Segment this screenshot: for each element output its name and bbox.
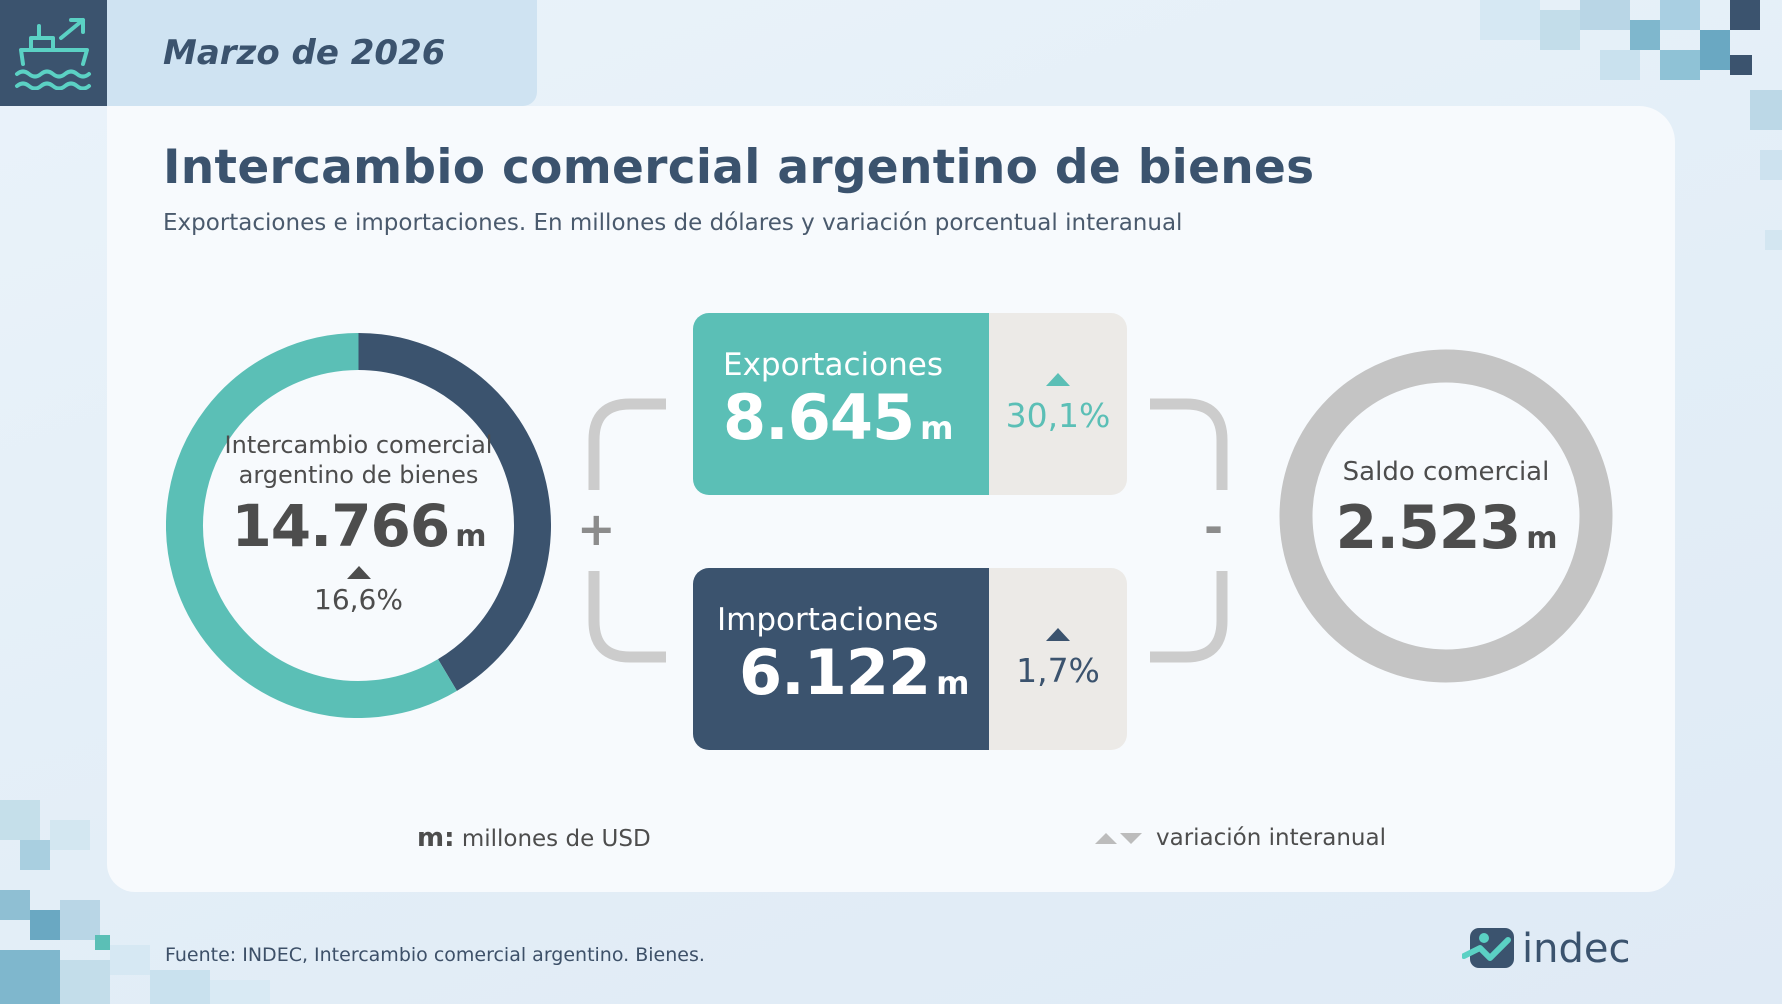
- date-tab: Marzo de 2026: [107, 0, 537, 106]
- page-title: Intercambio comercial argentino de biene…: [163, 140, 1315, 195]
- legend-units: m: millones de USD: [417, 823, 651, 853]
- imports-label: Importaciones: [717, 602, 939, 638]
- total-variation: 16,6%: [314, 582, 403, 616]
- imports-number: 6.122: [739, 636, 931, 709]
- total-trade-donut: [166, 333, 551, 718]
- decorative-pixels-bottom-left: [0, 760, 330, 1004]
- imports-up-arrow-icon: [1046, 628, 1070, 641]
- balance-ring: [1279, 349, 1613, 683]
- balance-center: Saldo comercial 2.523 m: [1278, 348, 1614, 684]
- plus-operator: +: [577, 502, 616, 556]
- total-unit: m: [455, 518, 486, 554]
- total-up-arrow-icon: [346, 565, 371, 579]
- balance-unit: m: [1526, 521, 1557, 556]
- report-date: Marzo de 2026: [163, 33, 446, 73]
- donut-center: Intercambio comercial argentino de biene…: [166, 333, 551, 718]
- legend-m-text: millones de USD: [461, 826, 651, 852]
- legend-m-key: m:: [417, 823, 455, 853]
- imports-variation: 1,7%: [1016, 651, 1100, 690]
- right-bracket: [1150, 398, 1228, 663]
- indec-logo-text: indec: [1522, 926, 1631, 972]
- exports-value: 8.645 m: [723, 381, 989, 454]
- source-note: Fuente: INDEC, Intercambio comercial arg…: [165, 944, 705, 966]
- legend-variation: variación interanual: [1095, 825, 1386, 851]
- total-value: 14.766 m: [231, 491, 486, 560]
- exports-variation: 30,1%: [1005, 396, 1111, 435]
- balance-value: 2.523 m: [1335, 493, 1557, 563]
- total-number: 14.766: [231, 491, 450, 560]
- imports-value: 6.122 m: [717, 636, 989, 709]
- donut-slice-exportaciones: [166, 333, 457, 718]
- page-subtitle: Exportaciones e importaciones. En millon…: [163, 210, 1183, 236]
- exports-up-arrow-icon: [1046, 373, 1070, 386]
- exports-variation-panel: 30,1%: [989, 313, 1127, 495]
- exports-label: Exportaciones: [723, 347, 943, 383]
- imports-main: Importaciones 6.122 m: [693, 568, 989, 750]
- exports-main: Exportaciones 8.645 m: [693, 313, 989, 495]
- imports-variation-panel: 1,7%: [989, 568, 1127, 750]
- legend-var-text: variación interanual: [1156, 825, 1386, 851]
- imports-card: Importaciones 6.122 m 1,7%: [693, 568, 1127, 750]
- minus-operator: -: [1204, 500, 1224, 554]
- indec-logo-icon: [1462, 928, 1514, 968]
- imports-unit: m: [936, 664, 969, 702]
- legend-down-arrow-icon: [1120, 832, 1142, 844]
- exports-card: Exportaciones 8.645 m 30,1%: [693, 313, 1127, 495]
- balance-number: 2.523: [1335, 493, 1521, 563]
- left-bracket: [588, 398, 666, 663]
- indec-logo: indec: [1462, 926, 1630, 972]
- exports-unit: m: [920, 409, 953, 447]
- decorative-pixels-top-right: [1480, 0, 1782, 260]
- legend-up-arrow-icon: [1095, 832, 1117, 844]
- balance-label: Saldo comercial: [1342, 457, 1550, 487]
- exports-number: 8.645: [723, 381, 915, 454]
- donut-slice-importaciones: [358, 333, 551, 691]
- donut-label: Intercambio comercial argentino de biene…: [224, 430, 493, 489]
- ship-export-icon: [0, 0, 107, 106]
